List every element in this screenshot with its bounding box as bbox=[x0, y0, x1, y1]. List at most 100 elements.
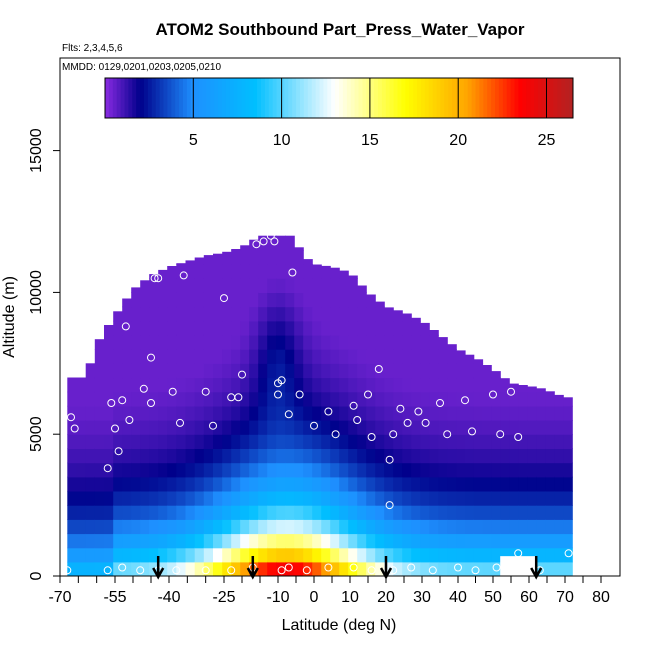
heatmap-cell bbox=[438, 363, 448, 379]
heatmap-cell bbox=[303, 334, 313, 350]
heatmap-cell bbox=[249, 349, 259, 364]
heatmap-cell bbox=[312, 476, 322, 492]
y-axis-label: Altitude (m) bbox=[1, 276, 18, 358]
colorbar-segment bbox=[144, 78, 149, 118]
sample-point bbox=[288, 268, 297, 277]
heatmap-cell bbox=[303, 405, 313, 421]
heatmap-cell bbox=[194, 448, 205, 464]
colorbar-segment bbox=[315, 78, 320, 118]
colorbar-segment bbox=[420, 78, 426, 118]
colorbar-segment bbox=[413, 78, 418, 118]
heatmap-cell bbox=[366, 519, 376, 535]
heatmap-cell bbox=[303, 505, 313, 520]
heatmap-cell bbox=[321, 278, 331, 293]
heatmap-cell bbox=[176, 533, 187, 549]
heatmap-cell bbox=[258, 434, 268, 449]
heatmap-cell bbox=[393, 533, 403, 549]
x-tick-label: -70 bbox=[48, 589, 71, 606]
heatmap-cell bbox=[330, 292, 340, 308]
heatmap-cell bbox=[500, 533, 510, 549]
heatmap-cell bbox=[375, 420, 385, 435]
heatmap-cell bbox=[473, 547, 484, 563]
heatmap-cell bbox=[402, 505, 412, 520]
heatmap-cell bbox=[482, 505, 492, 520]
heatmap-cell bbox=[321, 533, 331, 549]
heatmap-cell bbox=[185, 505, 196, 520]
heatmap-cell bbox=[294, 476, 304, 492]
colorbar-segment bbox=[448, 78, 453, 118]
heatmap-cell bbox=[491, 371, 501, 379]
heatmap-cell bbox=[447, 462, 457, 478]
colorbar-tick-label: 25 bbox=[538, 132, 556, 149]
sample-point bbox=[252, 240, 261, 249]
heatmap-cell bbox=[402, 547, 412, 563]
sample-point bbox=[295, 390, 304, 399]
heatmap-cell bbox=[149, 420, 159, 435]
heatmap-cell bbox=[276, 264, 286, 279]
heatmap-cell bbox=[131, 420, 141, 435]
heatmap-cell bbox=[312, 278, 322, 293]
heatmap-cell bbox=[213, 533, 223, 549]
colorbar-segment bbox=[284, 78, 289, 118]
heatmap-cell bbox=[158, 448, 168, 464]
colorbar-segment bbox=[436, 78, 441, 118]
heatmap-cell bbox=[438, 561, 448, 576]
heatmap-cell bbox=[330, 420, 340, 435]
heatmap-cell bbox=[285, 476, 295, 492]
colorbar-segment bbox=[569, 78, 574, 118]
colorbar-segment bbox=[120, 78, 125, 118]
heatmap-cell bbox=[554, 448, 564, 464]
heatmap-cell bbox=[482, 519, 492, 535]
heatmap-cell bbox=[447, 363, 457, 379]
heatmap-cell bbox=[465, 462, 475, 478]
heatmap-cell bbox=[194, 533, 205, 549]
heatmap-cell bbox=[140, 505, 150, 520]
colorbar-segment bbox=[424, 78, 430, 118]
heatmap-cell bbox=[113, 311, 123, 322]
heatmap-cell bbox=[321, 391, 331, 407]
heatmap-cell bbox=[94, 448, 105, 464]
heatmap-cell bbox=[518, 420, 528, 435]
sample-point bbox=[421, 418, 430, 427]
heatmap-cell bbox=[330, 561, 340, 576]
arrow-marker bbox=[246, 556, 259, 580]
sample-point bbox=[111, 424, 119, 433]
heatmap-cell bbox=[563, 420, 573, 435]
heatmap-cell bbox=[131, 434, 141, 449]
heatmap-cell bbox=[231, 264, 241, 279]
colorbar-segment bbox=[561, 78, 566, 118]
heatmap-cell bbox=[140, 405, 150, 421]
colorbar-segment bbox=[241, 78, 246, 118]
heatmap-cell bbox=[366, 363, 376, 379]
heatmap-cell bbox=[85, 391, 96, 407]
heatmap-cell bbox=[420, 391, 430, 407]
heatmap-cell bbox=[303, 434, 313, 449]
heatmap-cell bbox=[384, 334, 394, 350]
sample-point bbox=[147, 353, 155, 362]
heatmap-cell bbox=[94, 339, 105, 350]
heatmap-cell bbox=[104, 363, 114, 379]
heatmap-cell bbox=[67, 448, 78, 464]
heatmap-cell bbox=[85, 519, 96, 535]
heatmap-cell bbox=[276, 434, 286, 449]
heatmap-cell bbox=[536, 533, 546, 549]
heatmap-cell bbox=[456, 505, 466, 520]
heatmap-cell bbox=[222, 377, 232, 393]
heatmap-cell bbox=[321, 363, 331, 379]
heatmap-cell bbox=[375, 533, 385, 549]
heatmap-cell bbox=[545, 434, 555, 449]
heatmap-cell bbox=[104, 377, 114, 393]
heatmap-cell bbox=[167, 420, 177, 435]
heatmap-cell bbox=[456, 476, 466, 492]
heatmap-cell bbox=[294, 462, 304, 478]
sample-point bbox=[277, 566, 286, 575]
heatmap-cell bbox=[267, 434, 277, 449]
heatmap-cell bbox=[104, 334, 114, 350]
heatmap-cell bbox=[231, 533, 241, 549]
sample-point bbox=[510, 566, 519, 575]
heatmap-cell bbox=[185, 490, 196, 506]
heatmap-cell bbox=[240, 547, 250, 563]
sample-point bbox=[139, 384, 148, 393]
heatmap-cell bbox=[438, 337, 448, 350]
heatmap-cell bbox=[213, 476, 223, 492]
